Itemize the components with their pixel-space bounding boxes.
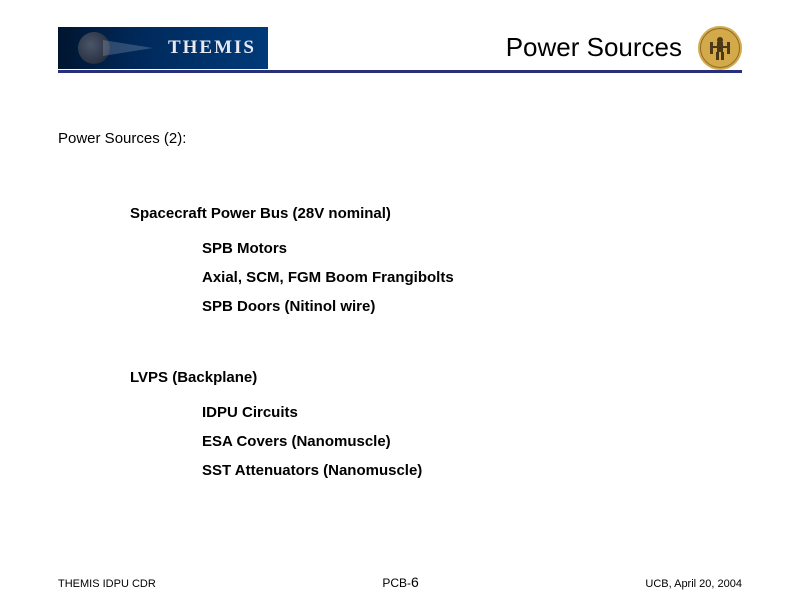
page-number: 6 [411, 574, 419, 590]
seal-icon [698, 26, 742, 70]
footer: THEMIS IDPU CDR PCB-6 UCB, April 20, 200… [58, 574, 742, 590]
logo-text: THEMIS [168, 37, 256, 59]
header: THEMIS Power Sources [58, 20, 742, 75]
list-item: SST Attenuators (Nanomuscle) [202, 462, 734, 479]
header-divider [58, 70, 742, 73]
section-title: Power Sources (2): [58, 130, 734, 147]
group-title: Spacecraft Power Bus (28V nominal) [130, 205, 734, 222]
list-item: SPB Doors (Nitinol wire) [202, 298, 734, 315]
content-area: Power Sources (2): Spacecraft Power Bus … [58, 130, 734, 491]
group-title: LVPS (Backplane) [130, 369, 734, 386]
list-item: SPB Motors [202, 240, 734, 257]
slide-title: Power Sources [506, 32, 682, 63]
themis-logo: THEMIS [58, 27, 268, 69]
footer-left: THEMIS IDPU CDR [58, 578, 156, 590]
slide: THEMIS Power Sources Power Sources (2): [0, 0, 792, 612]
spacer [58, 327, 734, 369]
list-item: Axial, SCM, FGM Boom Frangibolts [202, 269, 734, 286]
footer-right: UCB, April 20, 2004 [645, 578, 742, 590]
footer-center: PCB-6 [382, 574, 418, 590]
footer-center-prefix: PCB- [382, 576, 411, 590]
list-item: ESA Covers (Nanomuscle) [202, 433, 734, 450]
list-item: IDPU Circuits [202, 404, 734, 421]
